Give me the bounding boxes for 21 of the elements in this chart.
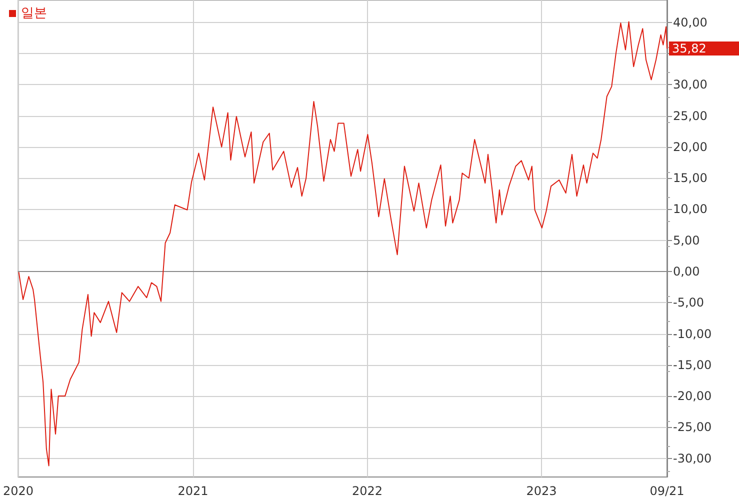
y-tick-label: 5,00 — [673, 233, 700, 248]
x-tick-label: 2021 — [178, 484, 208, 497]
y-tick-label: -15,00 — [673, 358, 712, 372]
x-tick-label: 2022 — [352, 484, 382, 497]
y-tick-label: 0,00 — [673, 264, 700, 279]
y-tick-label: -5,00 — [673, 296, 704, 310]
y-tick-label: -30,00 — [673, 451, 712, 466]
y-tick-label: -20,00 — [673, 389, 712, 404]
y-tick-label: 30,00 — [673, 78, 708, 92]
x-tick-label: 2023 — [526, 484, 557, 497]
y-tick-label: 10,00 — [673, 202, 708, 216]
y-tick-label: 20,00 — [673, 140, 708, 154]
y-tick-label: 25,00 — [673, 108, 708, 123]
x-tick-label: 2020 — [2, 484, 34, 497]
y-tick-label: -25,00 — [673, 420, 712, 434]
y-tick-label: 40,00 — [673, 15, 708, 30]
y-tick-label: 15,00 — [673, 171, 708, 186]
legend-label: 일본 — [21, 6, 47, 21]
x-tick-label: 09/21 — [650, 484, 684, 497]
y-tick-label: -10,00 — [673, 326, 712, 341]
annotation: 35,82 — [672, 41, 706, 56]
